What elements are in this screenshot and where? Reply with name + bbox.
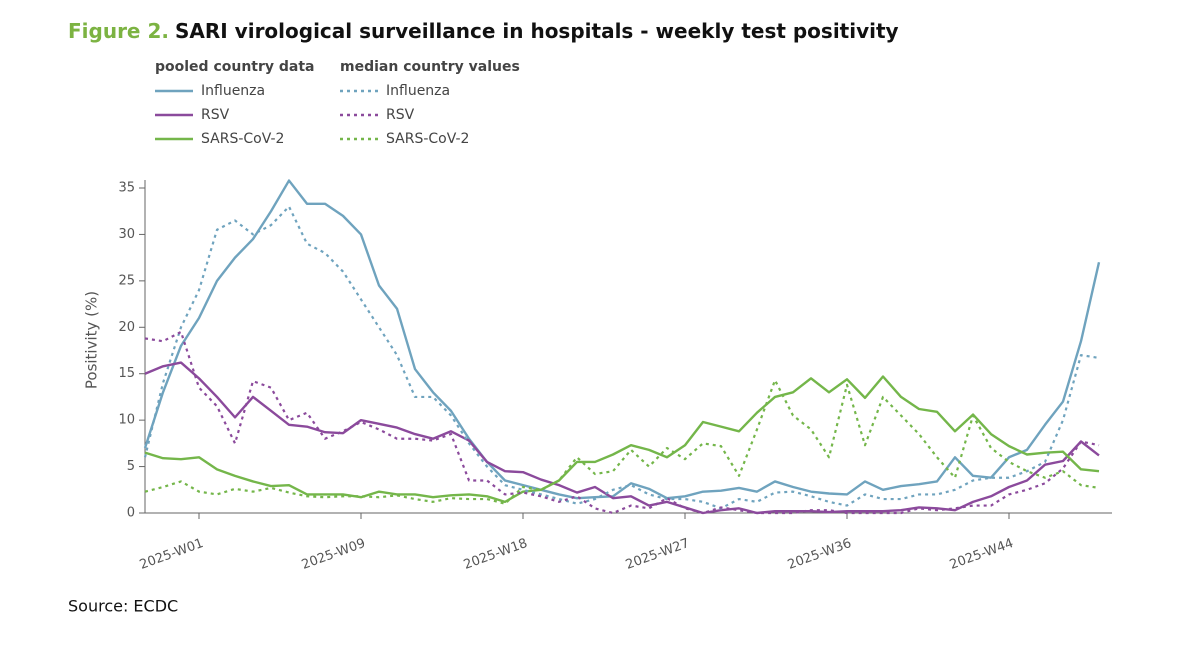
legend-label: SARS-CoV-2 xyxy=(201,131,284,147)
legend-label: SARS-CoV-2 xyxy=(386,131,469,147)
x-tick-label: 2025-W27 xyxy=(624,536,692,573)
y-tick-label: 5 xyxy=(127,459,135,474)
x-tick-label: 2025-W44 xyxy=(948,536,1016,573)
y-tick-label: 35 xyxy=(118,181,135,196)
x-tick-label: 2025-W18 xyxy=(462,536,530,573)
series-line xyxy=(143,179,1101,500)
chart-title: Figure 2. SARI virological surveillance i… xyxy=(68,19,899,43)
y-tick-label: 20 xyxy=(118,320,135,335)
series-line xyxy=(143,205,1100,510)
series-line xyxy=(144,375,1100,504)
x-tick-label: 2025-W09 xyxy=(300,536,368,573)
title-prefix: Figure 2. xyxy=(68,19,169,43)
source: Source: ECDC xyxy=(68,597,178,616)
legend-title: median country values xyxy=(340,59,520,75)
y-tick-label: 15 xyxy=(118,366,135,381)
series-line xyxy=(144,361,1100,515)
legend-title: pooled country data xyxy=(155,59,315,75)
x-tick-label: 2025-W01 xyxy=(138,536,206,573)
y-tick-label: 30 xyxy=(118,227,135,242)
series-line xyxy=(144,330,1100,515)
x-tick-label: 2025-W36 xyxy=(786,536,854,573)
y-tick-label: 10 xyxy=(118,413,135,428)
y-tick-label: 25 xyxy=(118,273,135,288)
title-text: SARI virological surveillance in hospita… xyxy=(175,19,899,43)
legend-label: Influenza xyxy=(386,83,450,99)
legend-label: RSV xyxy=(201,107,230,123)
y-tick-label: 0 xyxy=(127,506,135,521)
y-axis-label: Positivity (%) xyxy=(83,291,101,389)
legend-label: RSV xyxy=(386,107,415,123)
legend-label: Influenza xyxy=(201,83,265,99)
